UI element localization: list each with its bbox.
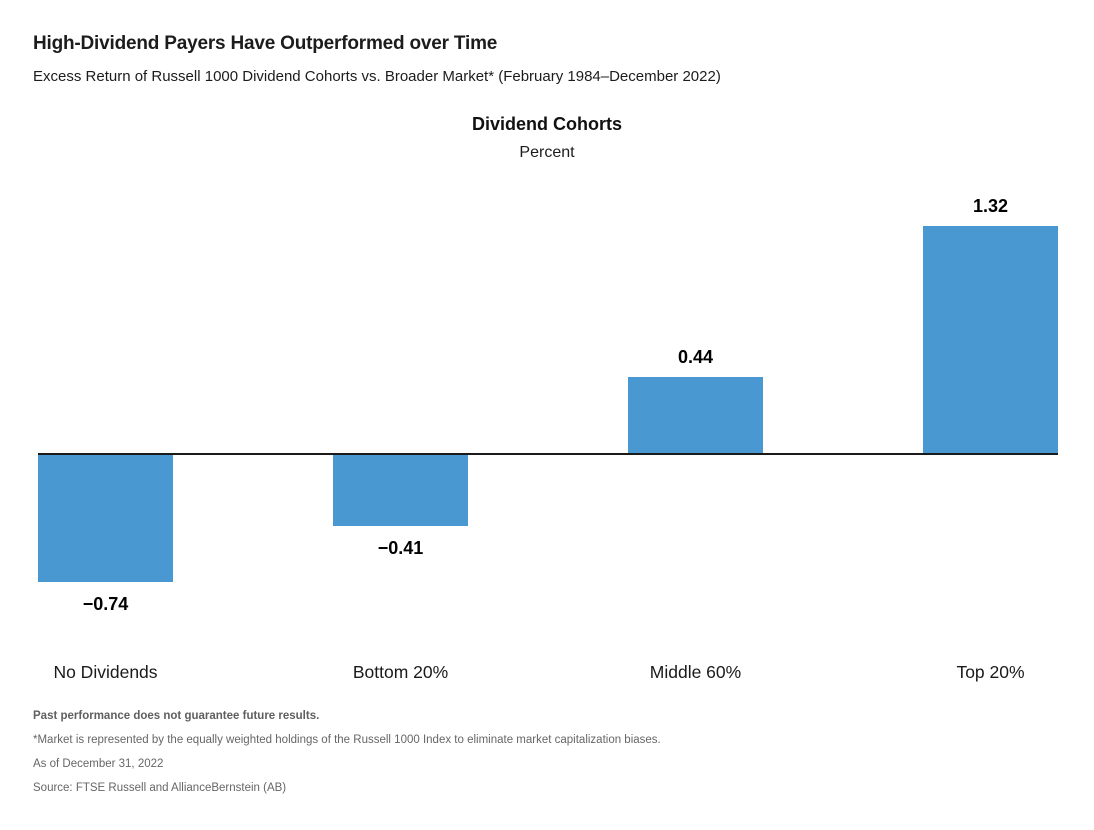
page-subtitle: Excess Return of Russell 1000 Dividend C… — [33, 68, 721, 85]
source-text: Source: FTSE Russell and AllianceBernste… — [33, 782, 287, 794]
chart-title: Dividend Cohorts — [471, 114, 622, 134]
as-of-date-text: As of December 31, 2022 — [33, 758, 164, 770]
category-label: Bottom 20% — [352, 662, 449, 682]
chart-header: Dividend Cohorts Percent — [33, 113, 1061, 163]
bar-column-top-20-: 1.32 Top 20% — [923, 180, 1058, 690]
bar-chart: −0.74 No Dividends −0.41 Bottom 20% 0.44 Midd… — [38, 180, 1058, 690]
bar-value-label: 1.32 — [972, 195, 1009, 216]
bar-column-middle-60-: 0.44 Middle 60% — [628, 180, 763, 690]
market-footnote-text: *Market is represented by the equally we… — [33, 734, 661, 746]
bar-value-label: 0.44 — [677, 347, 714, 368]
chart-unit-label: Percent — [519, 144, 575, 161]
bar — [628, 377, 763, 453]
report-header: High-Dividend Payers Have Outperformed o… — [0, 0, 1094, 163]
bar — [38, 455, 173, 583]
disclaimer-text: Past performance does not guarantee futu… — [33, 710, 320, 722]
category-label: Middle 60% — [649, 662, 742, 682]
bar-value-label: −0.41 — [377, 537, 424, 558]
page-title: High-Dividend Payers Have Outperformed o… — [33, 33, 498, 54]
bar-value-label: −0.74 — [82, 594, 129, 615]
zero-axis-line — [38, 453, 1058, 455]
bar-series: −0.74 No Dividends −0.41 Bottom 20% 0.44 Midd… — [38, 180, 1058, 690]
category-label: Top 20% — [956, 662, 1025, 682]
bar — [333, 455, 468, 526]
bar — [923, 225, 1058, 453]
category-label: No Dividends — [53, 662, 158, 682]
footnotes: Past performance does not guarantee futu… — [0, 710, 1094, 795]
bar-column-bottom-20-: −0.41 Bottom 20% — [333, 180, 468, 690]
bar-column-no-dividends: −0.74 No Dividends — [38, 180, 173, 690]
